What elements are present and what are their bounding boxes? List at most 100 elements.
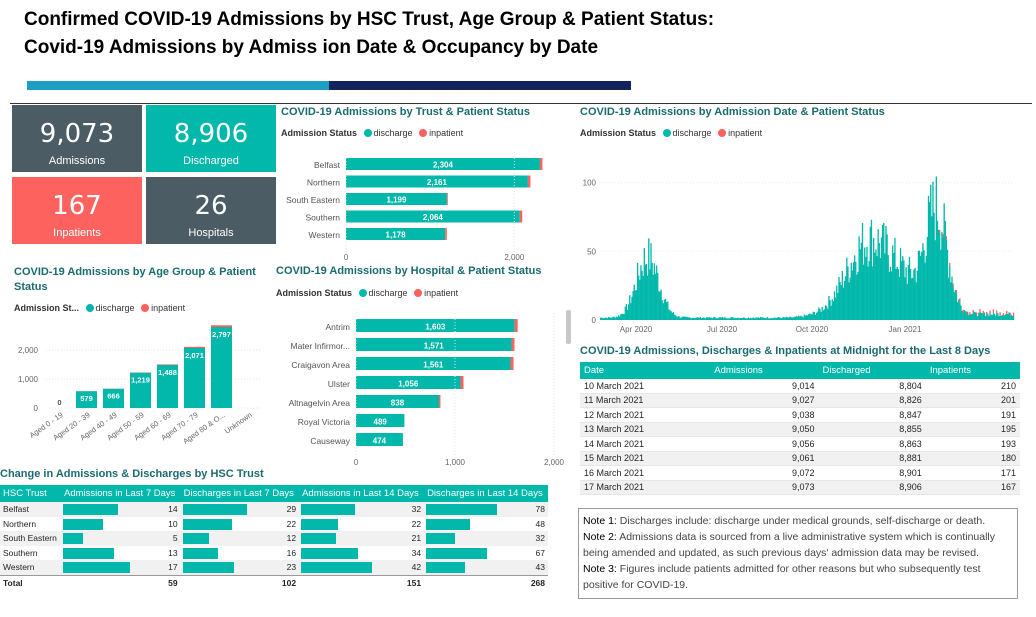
trust-name-cell: Southern	[3, 547, 38, 558]
occupancy-column-header[interactable]: Date	[580, 362, 711, 379]
hospital-chart-scrollbar[interactable]	[566, 310, 571, 344]
table-row[interactable]: South Eastern 5 12 21 32	[0, 531, 548, 546]
bar-inpatient[interactable]	[211, 325, 232, 327]
bar-discharge[interactable]	[356, 395, 439, 408]
table-row[interactable]: Belfast 14 29 32 78	[0, 502, 548, 517]
bar-daily	[999, 315, 1001, 320]
bar-daily	[672, 312, 675, 320]
legend-inpatient-label[interactable]: inpatient	[429, 128, 464, 138]
note-1-text: Discharges include: discharge under medi…	[616, 515, 986, 527]
bar-inpatient[interactable]	[446, 193, 448, 205]
data-label: 1,488	[158, 368, 177, 377]
bar-discharge[interactable]	[356, 414, 405, 427]
bar-inpatient[interactable]	[527, 175, 531, 188]
bar-inpatient[interactable]	[438, 395, 441, 408]
bar-daily	[989, 313, 991, 320]
bar-daily	[634, 290, 637, 320]
date-cell: 16 March 2021	[580, 465, 711, 481]
table-row[interactable]: Northern 10 22 22 48	[0, 517, 548, 532]
data-label: 1,199	[386, 196, 407, 205]
legend-discharge-label[interactable]: discharge	[95, 303, 135, 313]
bar-discharge[interactable]	[346, 228, 446, 240]
bar-inpatient[interactable]	[514, 319, 518, 332]
card-inpatients[interactable]: 167 Inpatients	[12, 177, 142, 244]
card-hospitals[interactable]: 26 Hospitals	[146, 177, 276, 244]
table-row[interactable]: 17 March 2021 9,073 8,906 167	[580, 480, 1020, 495]
occupancy-column-header[interactable]: Inpatients	[925, 362, 1020, 379]
occupancy-column-header[interactable]: Admissions	[710, 362, 819, 379]
legend-inpatient-label[interactable]: inpatient	[424, 288, 459, 298]
bar-daily-inpatient	[1006, 311, 1008, 315]
bar-daily	[823, 309, 826, 320]
bar-discharge[interactable]	[346, 210, 520, 223]
trust-column-header[interactable]: Admissions in Last 14 Days	[299, 485, 425, 502]
occupancy-column-header[interactable]: Discharged	[818, 362, 926, 379]
trust-column-header[interactable]: Discharges in Last 14 Days	[424, 485, 548, 502]
trust-column-header[interactable]: HSC Trust	[0, 485, 61, 502]
bar-discharge[interactable]	[356, 433, 403, 446]
bar-discharge[interactable]	[356, 338, 512, 351]
category-label: Southern	[306, 213, 341, 223]
legend-discharge-label[interactable]: discharge	[672, 128, 712, 138]
bar-inpatient[interactable]	[511, 338, 515, 351]
table-row[interactable]: 10 March 2021 9,014 8,804 210	[580, 379, 1020, 394]
bar-daily	[908, 256, 911, 320]
bar-inpatient[interactable]	[445, 228, 447, 240]
bar-inpatient[interactable]	[519, 210, 523, 223]
bar-daily	[885, 225, 887, 320]
bar-discharge[interactable]	[346, 158, 540, 170]
bar-discharge[interactable]	[346, 175, 528, 188]
hospital-chart[interactable]: Antrim 1,603 Mater Infirmor... 1,571 Craigav…	[272, 310, 568, 470]
legend-inpatient-label[interactable]: inpatient	[728, 128, 763, 138]
note-2-label: Note 2:	[583, 531, 617, 543]
bar-daily	[979, 312, 981, 320]
bar-discharge[interactable]	[76, 391, 97, 408]
bar-discharge[interactable]	[346, 193, 447, 205]
bar-daily	[781, 318, 783, 320]
bar-discharge[interactable]	[157, 364, 178, 408]
bar-daily	[792, 317, 794, 320]
card-admissions[interactable]: 9,073 Admissions	[12, 105, 142, 172]
bar-discharge[interactable]	[356, 357, 511, 370]
bar-daily	[674, 315, 677, 320]
bar-inpatient[interactable]	[460, 376, 464, 389]
table-row[interactable]: Southern 13 16 34 67	[0, 546, 548, 561]
trust-column-header[interactable]: Admissions in Last 7 Days	[60, 485, 181, 502]
bar-discharge[interactable]	[211, 326, 232, 408]
bar-discharge[interactable]	[356, 319, 515, 332]
value-cell: 167	[925, 480, 1020, 495]
legend-discharge-label[interactable]: discharge	[373, 128, 413, 138]
bar-discharge[interactable]	[356, 376, 461, 389]
bar-discharge[interactable]	[130, 372, 151, 408]
legend-discharge-label[interactable]: discharge	[368, 288, 408, 298]
bar-discharge[interactable]	[103, 388, 124, 408]
table-row[interactable]: 15 March 2021 9,061 8,881 180	[580, 451, 1020, 466]
table-row[interactable]: 12 March 2021 9,038 8,847 191	[580, 407, 1020, 423]
occupancy-table[interactable]: Date Admissions Discharged Inpatients 10 Ma…	[580, 362, 1020, 495]
table-row[interactable]: Western 17 23 42 43	[0, 560, 548, 575]
date-chart[interactable]: 0 50 100 Apr 2020 Jul 2020 Oct 2020 Jan 2021	[576, 150, 1022, 338]
trust-chart[interactable]: Belfast 2,304 Northern 2,161 South Eastern 1,…	[278, 150, 568, 262]
bar-inpatient[interactable]	[539, 158, 543, 170]
bar-daily	[699, 316, 701, 320]
bar-daily	[764, 317, 766, 320]
table-row[interactable]: 16 March 2021 9,072 8,901 171	[580, 465, 1020, 481]
bar-inpatient[interactable]	[184, 346, 205, 349]
bar-inpatient[interactable]	[510, 357, 514, 370]
bar-discharge[interactable]	[184, 348, 205, 408]
bar-inpatient[interactable]	[157, 364, 178, 365]
bar-daily	[975, 315, 978, 320]
legend-inpatient-label[interactable]: inpatient	[151, 303, 186, 313]
table-row[interactable]: 13 March 2021 9,050 8,855 195	[580, 422, 1020, 437]
bar-daily	[667, 301, 669, 320]
table-row[interactable]: 11 March 2021 9,027 8,826 201	[580, 393, 1020, 408]
data-label: 489	[374, 418, 388, 427]
bar-daily	[941, 232, 943, 320]
card-hospitals-value: 26	[194, 191, 228, 221]
trust-column-header[interactable]: Discharges in Last 7 Days	[180, 485, 300, 502]
card-discharged[interactable]: 8,906 Discharged	[146, 105, 276, 172]
bar-daily	[880, 237, 883, 320]
trust-change-table[interactable]: HSC Trust Admissions in Last 7 Days Discha…	[0, 485, 548, 590]
table-row[interactable]: 14 March 2021 9,056 8,863 193	[580, 436, 1020, 452]
